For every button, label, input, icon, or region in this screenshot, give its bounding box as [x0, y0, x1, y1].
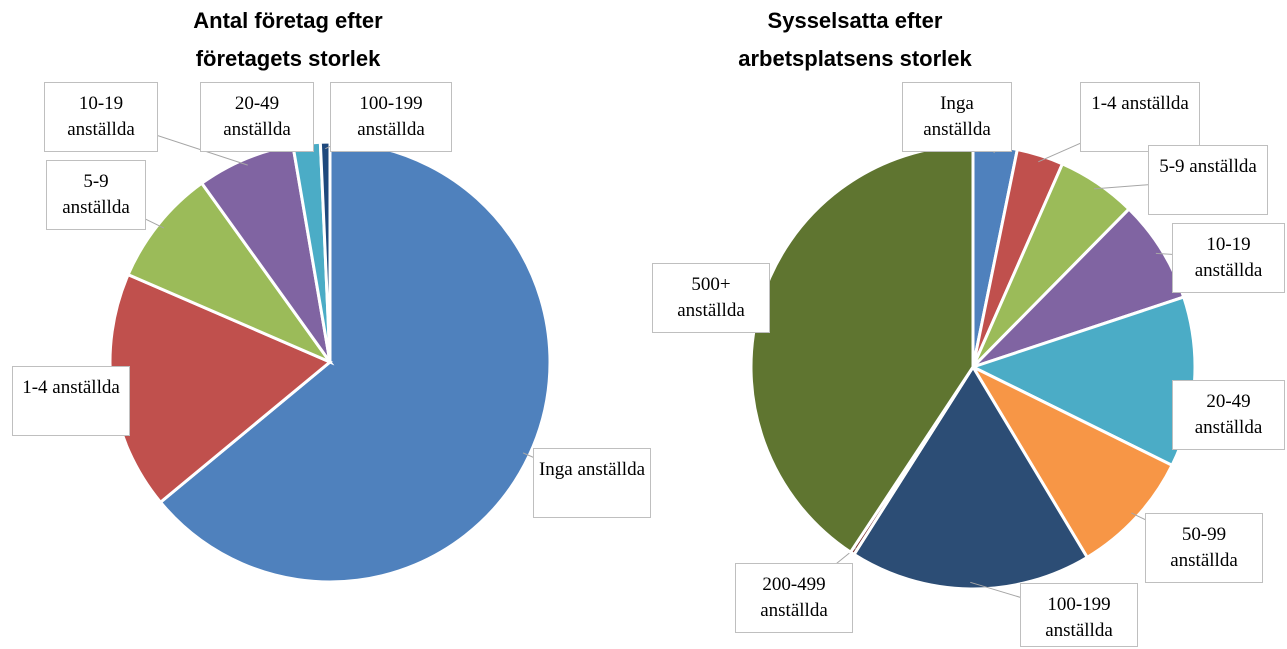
slice-label: 100-199 anställda — [1020, 583, 1138, 647]
pie-slice — [969, 363, 1175, 560]
chart-title: Sysselsatta efter arbetsplatsens storlek — [738, 8, 972, 71]
slice-label: Inga anställda — [533, 448, 651, 518]
pie-slice — [971, 206, 1186, 369]
slice-label: 100-199 anställda — [330, 82, 452, 152]
pie-slice — [318, 140, 332, 363]
chart-title: Antal företag efter företagets storlek — [193, 8, 383, 71]
slice-label: 10-19 anställda — [1172, 223, 1285, 293]
pie-slice — [851, 364, 1090, 591]
slice-label: 50-99 anställda — [1145, 513, 1263, 583]
slice-label: Inga anställda — [902, 82, 1012, 152]
slice-label: 1-4 anställda — [1080, 82, 1200, 152]
slice-label: 5-9 anställda — [1148, 145, 1268, 215]
slice-label: 500+ anställda — [652, 263, 770, 333]
slice-label: 20-49 anställda — [1172, 380, 1285, 450]
slice-label: 200-499 anställda — [735, 563, 853, 633]
slice-label: 20-49 anställda — [200, 82, 314, 152]
pie-slice — [126, 181, 335, 366]
slice-label: 10-19 anställda — [44, 82, 158, 152]
slice-label: 5-9 anställda — [46, 160, 146, 230]
slice-label: 1-4 anställda — [12, 366, 130, 436]
